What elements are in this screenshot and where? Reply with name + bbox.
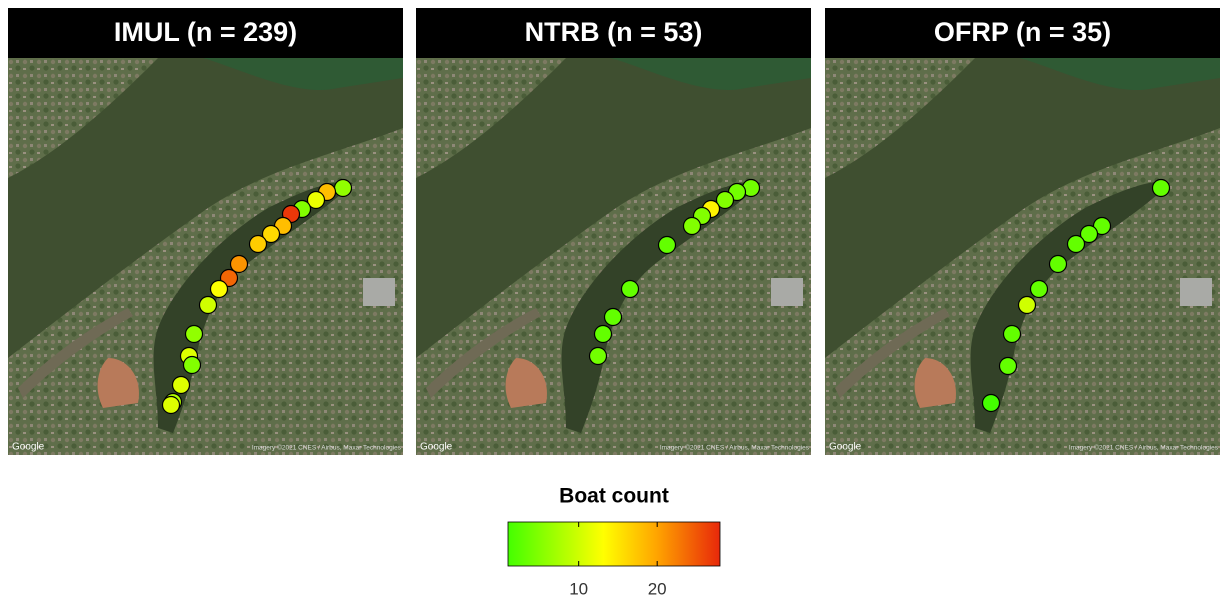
figure: Google Imagery ©2021 CNES / Airbus, Maxar… — [0, 0, 1224, 599]
map-panel: Google Imagery ©2021 CNES / Airbus, Maxar… — [8, 58, 403, 455]
satellite-image — [825, 58, 1220, 455]
boat-count-point — [1031, 281, 1048, 298]
panel-title: NTRB (n = 53) — [525, 17, 703, 47]
boat-count-point — [173, 377, 190, 394]
boat-count-point — [1000, 358, 1017, 375]
map-attribution: Imagery ©2021 CNES / Airbus, Maxar Techn… — [660, 444, 810, 452]
panel-title: OFRP (n = 35) — [934, 17, 1111, 47]
boat-count-point — [250, 236, 267, 253]
map-panel: Google Imagery ©2021 CNES / Airbus, Maxar… — [416, 58, 811, 455]
boat-count-point — [605, 309, 622, 326]
boat-count-point — [184, 357, 201, 374]
satellite-image — [416, 58, 811, 455]
boat-count-point — [983, 395, 1000, 412]
map-panel: Google Imagery ©2021 CNES / Airbus, Maxar… — [825, 58, 1220, 455]
boat-count-point — [1050, 256, 1067, 273]
satellite-image — [8, 58, 403, 455]
map-attribution: Imagery ©2021 CNES / Airbus, Maxar Techn… — [252, 444, 402, 452]
map-logo: Google — [12, 442, 45, 453]
boat-count-point — [595, 326, 612, 343]
boat-count-point — [335, 180, 352, 197]
colorbar-tick-label: 20 — [648, 579, 667, 598]
colorbar-tick-label: 10 — [569, 579, 588, 598]
boat-count-point — [684, 218, 701, 235]
panel-title: IMUL (n = 239) — [114, 17, 297, 47]
map-attribution: Imagery ©2021 CNES / Airbus, Maxar Techn… — [1069, 444, 1219, 452]
colorbar — [508, 522, 720, 566]
boat-count-point — [186, 326, 203, 343]
boat-count-point — [622, 281, 639, 298]
boat-count-point — [163, 397, 180, 414]
boat-count-point — [211, 281, 228, 298]
map-logo: Google — [420, 442, 453, 453]
boat-count-point — [1153, 180, 1170, 197]
legend-title: Boat count — [559, 485, 669, 508]
boat-count-point — [1068, 236, 1085, 253]
boat-count-point — [659, 237, 676, 254]
boat-count-point — [1019, 297, 1036, 314]
map-logo: Google — [829, 442, 862, 453]
boat-count-point — [1004, 326, 1021, 343]
boat-count-point — [590, 348, 607, 365]
boat-count-point — [200, 297, 217, 314]
